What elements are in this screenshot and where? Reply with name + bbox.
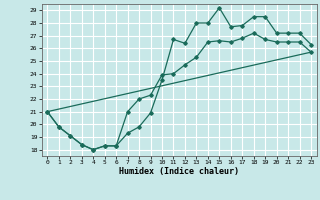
X-axis label: Humidex (Indice chaleur): Humidex (Indice chaleur) bbox=[119, 167, 239, 176]
